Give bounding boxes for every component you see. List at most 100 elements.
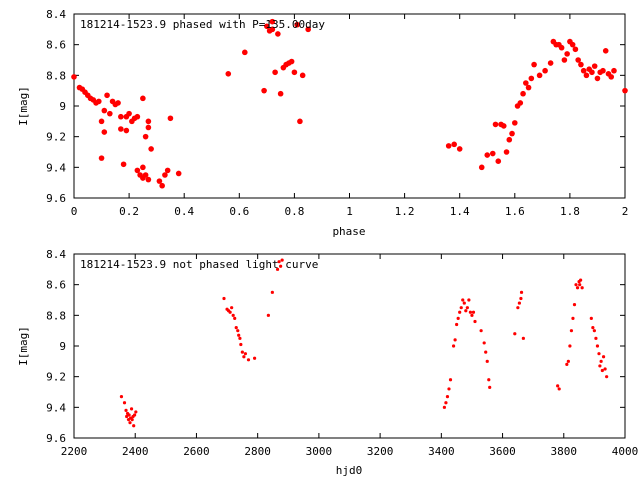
data-point bbox=[230, 306, 234, 310]
data-point bbox=[519, 290, 524, 294]
data-point bbox=[242, 355, 246, 359]
x-axis-label: hjd0 bbox=[336, 464, 363, 477]
data-point bbox=[578, 61, 584, 68]
y-tick-label: 9 bbox=[59, 100, 66, 113]
data-point bbox=[575, 57, 581, 63]
data-point bbox=[294, 21, 300, 28]
data-point bbox=[119, 395, 124, 399]
data-point bbox=[492, 121, 499, 128]
data-point bbox=[238, 336, 242, 340]
data-point bbox=[444, 401, 448, 405]
data-point bbox=[528, 75, 535, 82]
data-point bbox=[622, 87, 628, 94]
y-axis-label: I[mag] bbox=[17, 326, 30, 366]
x-tick-label: 2800 bbox=[244, 445, 271, 458]
x-tick-label: 0 bbox=[71, 205, 78, 218]
data-point bbox=[568, 344, 572, 348]
y-tick-label: 8.4 bbox=[46, 248, 66, 261]
data-point bbox=[601, 355, 606, 359]
data-point bbox=[266, 313, 270, 317]
data-point bbox=[531, 61, 537, 68]
data-point bbox=[523, 80, 529, 86]
data-point bbox=[175, 170, 182, 177]
data-point bbox=[445, 143, 452, 149]
data-point bbox=[589, 69, 595, 76]
x-tick-label: 2600 bbox=[183, 445, 210, 458]
y-tick-label: 9.2 bbox=[46, 131, 66, 144]
data-point bbox=[142, 133, 149, 140]
x-tick-label: 2400 bbox=[122, 445, 149, 458]
y-tick-label: 9.4 bbox=[46, 161, 66, 174]
data-point bbox=[448, 378, 453, 382]
y-ticks: 8.4 8.6 8.8 9 9.2 9.4 9.6 bbox=[46, 248, 625, 445]
x-ticks: 0 0.2 0.4 0.6 0.8 1 1.2 1.4 1.6 1.8 2 bbox=[71, 14, 629, 218]
data-point bbox=[459, 306, 463, 310]
data-point bbox=[115, 100, 121, 106]
data-point bbox=[98, 118, 105, 125]
data-point bbox=[133, 413, 137, 417]
data-point bbox=[442, 405, 446, 409]
phased-panel: 0 0.2 0.4 0.6 0.8 1 1.2 1.4 1.6 1.8 2 8.4 8.6 8.8 9 9.… bbox=[17, 8, 628, 238]
data-point bbox=[140, 95, 146, 102]
data-point bbox=[125, 414, 129, 419]
data-point bbox=[465, 306, 469, 310]
data-point bbox=[503, 149, 510, 155]
data-point bbox=[156, 178, 163, 184]
data-point bbox=[228, 310, 232, 314]
data-point bbox=[275, 267, 280, 271]
x-tick-label: 1.2 bbox=[395, 205, 415, 218]
data-point bbox=[159, 182, 165, 189]
data-point bbox=[280, 258, 284, 262]
data-point bbox=[468, 310, 473, 314]
panel-title: 181214-1523.9 not phased light curve bbox=[80, 258, 318, 271]
data-point bbox=[297, 118, 303, 125]
data-point bbox=[456, 146, 463, 152]
data-point bbox=[237, 333, 241, 337]
x-tick-label: 1.6 bbox=[505, 205, 525, 218]
data-point bbox=[127, 413, 131, 417]
data-point bbox=[246, 358, 251, 362]
data-point bbox=[451, 141, 457, 148]
data-point bbox=[597, 352, 601, 356]
data-point bbox=[253, 356, 257, 360]
data-point bbox=[482, 341, 486, 345]
y-ticks: 8.4 8.6 8.8 9 9.2 9.4 9.6 bbox=[46, 8, 625, 205]
y-tick-label: 9.6 bbox=[46, 432, 66, 445]
data-point bbox=[445, 395, 450, 399]
data-point bbox=[461, 298, 465, 302]
y-tick-label: 8.8 bbox=[46, 69, 66, 82]
data-point bbox=[145, 124, 152, 131]
data-point bbox=[122, 401, 127, 405]
data-point bbox=[565, 362, 569, 366]
data-point bbox=[598, 364, 602, 368]
data-point bbox=[305, 26, 311, 33]
y-tick-label: 8.6 bbox=[46, 279, 66, 292]
data-point bbox=[479, 329, 483, 333]
data-point bbox=[519, 296, 523, 301]
x-tick-label: 2 bbox=[622, 205, 629, 218]
data-point bbox=[107, 110, 113, 117]
data-point bbox=[516, 306, 520, 310]
data-point bbox=[470, 313, 474, 317]
data-point bbox=[236, 329, 240, 333]
x-tick-label: 0.2 bbox=[119, 205, 139, 218]
data-point bbox=[487, 378, 491, 382]
data-point bbox=[243, 352, 248, 356]
data-point bbox=[261, 87, 267, 94]
data-point bbox=[455, 322, 459, 327]
data-point bbox=[456, 316, 460, 320]
data-point bbox=[599, 359, 603, 363]
data-point bbox=[279, 264, 283, 268]
data-point bbox=[572, 303, 577, 307]
data-point bbox=[500, 123, 507, 129]
data-point bbox=[277, 260, 281, 264]
data-point bbox=[591, 63, 598, 69]
panel-title: 181214-1523.9 phased with P=135.00day bbox=[80, 18, 325, 31]
data-point bbox=[104, 92, 110, 99]
data-point bbox=[600, 368, 604, 373]
data-point bbox=[288, 58, 295, 65]
data-markers bbox=[119, 258, 609, 428]
data-point bbox=[471, 310, 476, 314]
data-point bbox=[542, 67, 548, 74]
